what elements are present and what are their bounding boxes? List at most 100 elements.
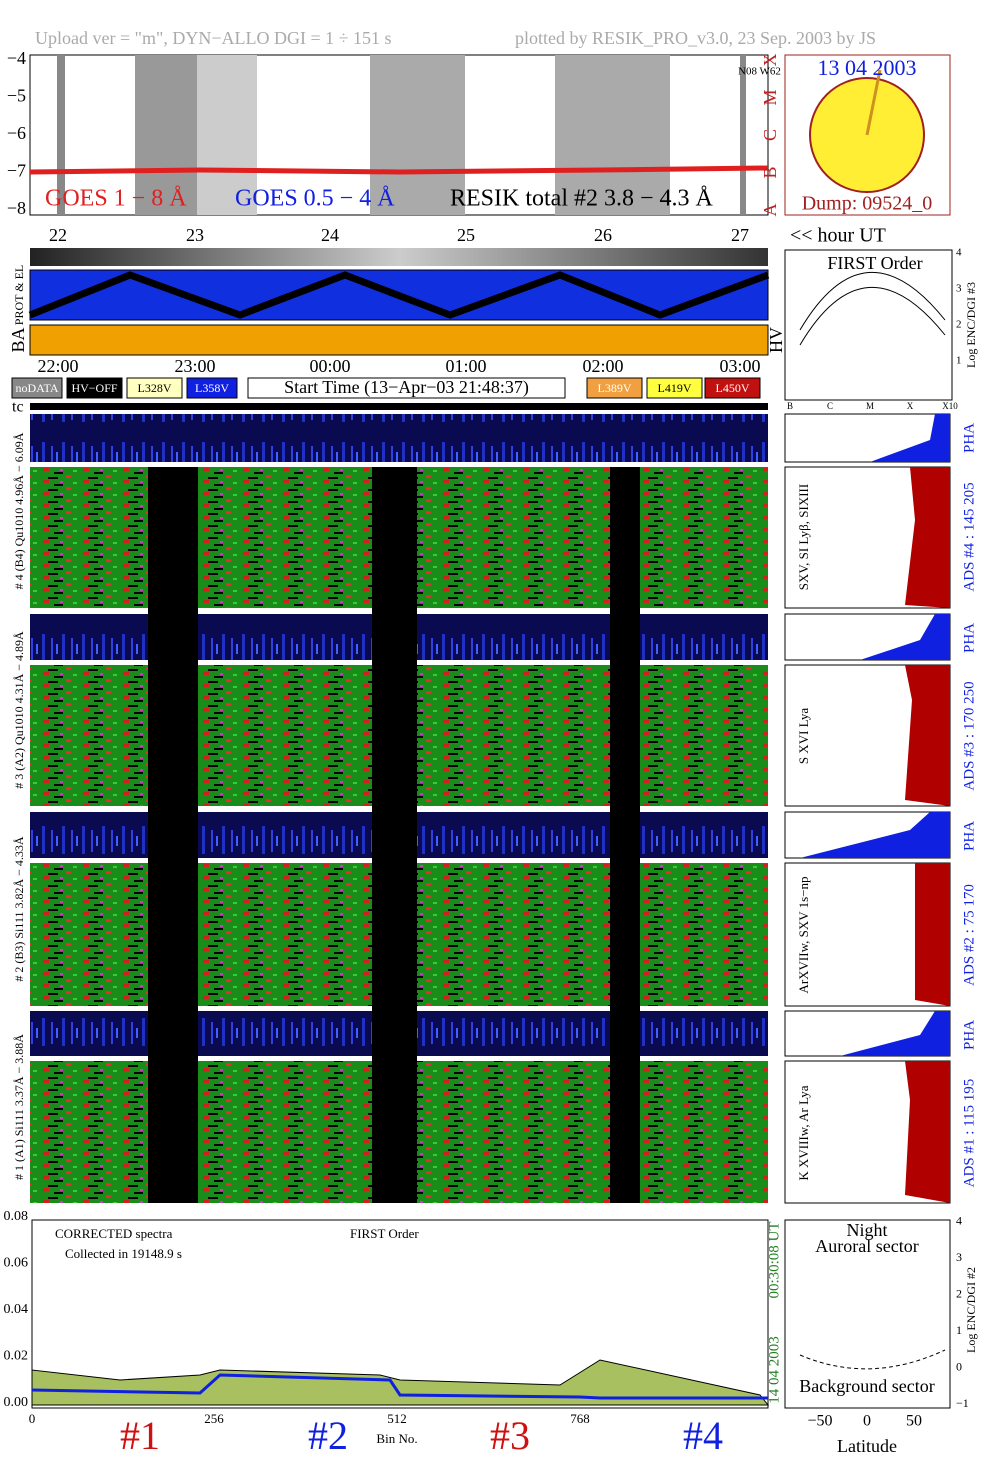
axis-label: Latitude: [837, 1436, 897, 1456]
header-text: plotted by RESIK_PRO_v3.0, 23 Sep. 2003 …: [515, 28, 876, 48]
y-tick-label: 1: [956, 1323, 962, 1337]
panel-title: Background sector: [799, 1376, 934, 1396]
day-label: 25: [457, 225, 475, 245]
x-tick-label: 512: [387, 1411, 407, 1426]
pha-label: PHA: [961, 623, 977, 653]
channel-label: # 1 (A1) Si111 3.37Å − 3.88Å: [12, 1034, 26, 1180]
sun-date: 13 04 2003: [818, 55, 917, 80]
y-tick-label: −5: [7, 86, 26, 106]
panels: [28, 54, 953, 1409]
y-tick-label: 0.06: [4, 1256, 29, 1271]
legend-box: [186, 377, 238, 399]
time-label: 03:00: [719, 356, 760, 376]
y-tick-label: 4: [956, 247, 962, 259]
legend-text: GOES 0.5 − 4 Å: [235, 186, 395, 212]
legend-text: GOES 1 − 8 Å: [45, 186, 187, 212]
ads-label: ADS #1 : 115 195: [961, 1079, 977, 1188]
date-label: 14 04 2003: [766, 1336, 782, 1404]
y-tick-label: 0.04: [4, 1302, 29, 1317]
class-label: X: [760, 54, 780, 67]
x-tick-label: X: [907, 401, 914, 411]
axis-label: Bin No.: [376, 1431, 417, 1446]
axis-label: Log ENC/DGI #3: [964, 282, 978, 368]
axis-label: << hour UT: [790, 225, 886, 247]
x-tick-label: −50: [807, 1413, 832, 1430]
range-label: #2: [308, 1413, 348, 1458]
position-label: N08 W62: [738, 66, 781, 78]
y-tick-label: 0.08: [4, 1209, 29, 1224]
day-label: 26: [594, 225, 612, 245]
side-label: PROT & EL: [12, 265, 26, 325]
legend-text: RESIK total #2 3.8 − 4.3 Å: [450, 186, 714, 212]
legend-box: [66, 377, 123, 399]
channel-label: # 3 (A2) Qu1010 4.31Å − 4.89Å: [12, 631, 26, 789]
y-tick-label: 3: [956, 1250, 962, 1264]
y-tick-label: −1: [956, 1396, 969, 1410]
legend-text: noDATA: [15, 381, 58, 395]
class-label: B: [760, 166, 780, 178]
ads-label: ADS #3 : 170 250: [961, 681, 977, 790]
axis-label: Log ENC/DGI #2: [964, 1267, 978, 1353]
x-tick-label: 50: [906, 1413, 922, 1430]
panel-title: Auroral sector: [815, 1236, 918, 1256]
pha-label: PHA: [961, 1020, 977, 1050]
legend-text: L389V: [598, 381, 632, 395]
class-label: M: [760, 89, 780, 105]
y-tick-label: 0: [956, 1359, 962, 1373]
x-tick-label: C: [827, 401, 833, 411]
time-label: 00:00: [309, 356, 350, 376]
legend-text: L450V: [716, 381, 750, 395]
pha-label: PHA: [961, 423, 977, 453]
note: CORRECTED spectra: [55, 1226, 173, 1241]
header-text: Upload ver = "m", DYN−ALLO DGI = 1 ÷ 151…: [35, 28, 391, 48]
ads-label: ADS #4 : 145 205: [961, 482, 977, 591]
x-tick-label: 768: [570, 1411, 590, 1426]
day-label: 22: [49, 225, 67, 245]
legend-text: HV−OFF: [71, 381, 117, 395]
pha-label: PHA: [961, 821, 977, 851]
note: Collected in 19148.9 s: [65, 1246, 182, 1261]
lines-label: ArXVIIw, SXV 1s−np: [796, 876, 811, 993]
class-label: C: [760, 129, 780, 141]
class-label: A: [760, 204, 780, 217]
dump-label: Dump: 09524_0: [802, 193, 933, 215]
x-tick-label: B: [787, 401, 793, 411]
legend-box: [126, 377, 183, 399]
legend-text: Start Time (13−Apr−03 21:48:37): [284, 377, 529, 398]
x-tick-label: 0: [29, 1411, 36, 1426]
y-tick-label: 0.00: [4, 1395, 29, 1410]
y-tick-label: −6: [7, 123, 26, 143]
x-tick-label: 0: [863, 1413, 871, 1430]
channel-label: # 2 (B3) Si111 3.82Å − 4.33Å: [12, 836, 26, 982]
range-label: #3: [490, 1413, 530, 1458]
side-label: HV: [766, 327, 786, 353]
day-label: 24: [321, 225, 339, 245]
y-tick-label: −4: [7, 48, 26, 68]
panel-title: FIRST Order: [827, 253, 922, 273]
time-label: 01:00: [445, 356, 486, 376]
day-label: 23: [186, 225, 204, 245]
time-label: 23:00: [174, 356, 215, 376]
time-label: 00:30:08 UT: [766, 1221, 782, 1298]
day-label: 27: [731, 225, 749, 245]
y-tick-label: 2: [956, 1286, 962, 1300]
legend-box: [11, 377, 63, 399]
side-label: BA: [8, 327, 28, 352]
x-tick-label: X10: [942, 401, 958, 411]
panel-title: Night: [846, 1220, 887, 1240]
lines-label: SXV, SI Lyβ, SIXIII: [796, 484, 811, 590]
range-label: #4: [683, 1413, 723, 1458]
side-label: tc: [12, 399, 24, 416]
legend-box: [586, 377, 643, 399]
note: FIRST Order: [350, 1226, 419, 1241]
x-tick-label: M: [866, 401, 874, 411]
legend-box: [646, 377, 703, 399]
x-tick-label: 256: [204, 1411, 224, 1426]
y-tick-label: −7: [7, 161, 26, 181]
legend-box: [247, 377, 566, 399]
range-label: #1: [120, 1413, 160, 1458]
legend-text: L419V: [658, 381, 692, 395]
channel-label: # 4 (B4) Qu1010 4.96Å − 6.09Å: [12, 432, 26, 589]
legend-text: L328V: [138, 381, 172, 395]
